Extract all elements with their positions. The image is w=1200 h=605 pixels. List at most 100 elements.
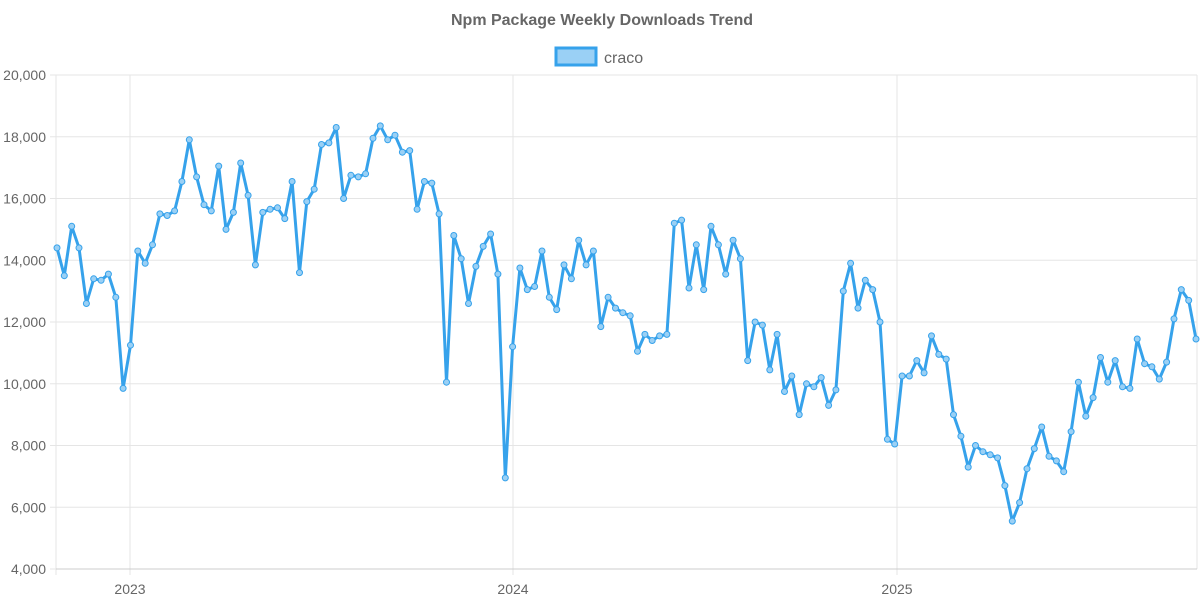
- data-point[interactable]: [766, 366, 774, 374]
- data-point[interactable]: [60, 272, 68, 280]
- data-point[interactable]: [75, 244, 83, 252]
- data-point[interactable]: [619, 309, 627, 317]
- data-point[interactable]: [678, 216, 686, 224]
- data-point[interactable]: [1104, 378, 1112, 386]
- data-point[interactable]: [487, 230, 495, 238]
- data-point[interactable]: [810, 383, 818, 391]
- data-point[interactable]: [531, 283, 539, 290]
- data-point[interactable]: [575, 236, 583, 244]
- data-point[interactable]: [957, 432, 965, 440]
- data-point[interactable]: [634, 347, 641, 355]
- data-point[interactable]: [163, 212, 171, 219]
- data-point[interactable]: [347, 171, 355, 179]
- data-point[interactable]: [545, 293, 553, 301]
- data-point[interactable]: [964, 463, 972, 471]
- data-point[interactable]: [244, 191, 252, 199]
- data-point[interactable]: [1163, 358, 1171, 366]
- data-point[interactable]: [1111, 357, 1119, 365]
- data-point[interactable]: [597, 323, 605, 331]
- data-point[interactable]: [354, 173, 362, 181]
- data-point[interactable]: [861, 276, 869, 284]
- data-point[interactable]: [296, 269, 303, 277]
- data-point[interactable]: [641, 330, 649, 338]
- data-point[interactable]: [318, 141, 325, 148]
- data-point[interactable]: [288, 178, 296, 185]
- data-point[interactable]: [185, 136, 193, 144]
- data-point[interactable]: [310, 185, 318, 193]
- data-point[interactable]: [523, 286, 531, 294]
- data-point[interactable]: [457, 255, 465, 263]
- data-point[interactable]: [1060, 468, 1068, 476]
- data-point[interactable]: [450, 232, 458, 239]
- data-point[interactable]: [362, 170, 370, 178]
- data-point[interactable]: [149, 241, 156, 249]
- data-point[interactable]: [193, 173, 201, 181]
- legend[interactable]: craco: [554, 46, 643, 67]
- data-point[interactable]: [1045, 452, 1053, 460]
- data-point[interactable]: [472, 262, 480, 270]
- data-point[interactable]: [979, 448, 987, 456]
- data-point[interactable]: [817, 374, 825, 382]
- data-point[interactable]: [1074, 378, 1082, 386]
- data-point[interactable]: [1133, 335, 1141, 343]
- data-point[interactable]: [589, 247, 597, 255]
- data-point[interactable]: [509, 343, 517, 351]
- data-point[interactable]: [950, 411, 957, 419]
- data-point[interactable]: [538, 247, 546, 255]
- data-point[interactable]: [736, 255, 744, 263]
- data-point[interactable]: [876, 318, 884, 326]
- data-point[interactable]: [266, 205, 274, 213]
- data-point[interactable]: [1141, 360, 1149, 368]
- data-point[interactable]: [1185, 296, 1193, 304]
- data-point[interactable]: [685, 284, 693, 292]
- data-point[interactable]: [119, 384, 127, 392]
- data-point[interactable]: [369, 134, 377, 142]
- data-point[interactable]: [1097, 354, 1104, 361]
- data-point[interactable]: [68, 222, 76, 230]
- data-point[interactable]: [847, 259, 855, 267]
- data-point[interactable]: [413, 205, 421, 213]
- data-point[interactable]: [560, 261, 568, 269]
- data-point[interactable]: [178, 178, 186, 185]
- data-point[interactable]: [839, 287, 847, 295]
- data-point[interactable]: [612, 304, 619, 312]
- data-point[interactable]: [553, 306, 561, 314]
- data-point[interactable]: [259, 208, 267, 216]
- data-point[interactable]: [112, 293, 120, 301]
- data-point[interactable]: [803, 380, 810, 388]
- data-point[interactable]: [1177, 286, 1185, 294]
- data-point[interactable]: [714, 241, 722, 249]
- data-point[interactable]: [751, 318, 759, 326]
- data-point[interactable]: [435, 210, 443, 218]
- data-point[interactable]: [1148, 363, 1156, 371]
- data-point[interactable]: [1192, 335, 1200, 343]
- data-point[interactable]: [127, 341, 134, 349]
- data-point[interactable]: [443, 378, 450, 386]
- data-point[interactable]: [420, 178, 428, 185]
- data-point[interactable]: [994, 454, 1002, 462]
- data-point[interactable]: [516, 264, 524, 272]
- data-point[interactable]: [391, 131, 399, 139]
- data-point[interactable]: [479, 242, 487, 250]
- data-point[interactable]: [1126, 384, 1134, 392]
- data-point[interactable]: [53, 244, 61, 252]
- data-point[interactable]: [700, 286, 708, 294]
- data-point[interactable]: [281, 215, 289, 223]
- data-point[interactable]: [626, 312, 634, 320]
- data-point[interactable]: [795, 411, 803, 419]
- data-point[interactable]: [854, 304, 862, 312]
- data-point[interactable]: [274, 204, 281, 212]
- data-point[interactable]: [1052, 457, 1060, 465]
- data-point[interactable]: [1089, 394, 1097, 402]
- data-point[interactable]: [501, 474, 509, 482]
- data-point[interactable]: [82, 300, 90, 307]
- data-point[interactable]: [156, 210, 164, 218]
- data-point[interactable]: [773, 330, 781, 338]
- data-point[interactable]: [942, 355, 950, 363]
- data-point[interactable]: [972, 442, 979, 449]
- data-point[interactable]: [1119, 383, 1126, 391]
- data-point[interactable]: [406, 147, 414, 155]
- data-point[interactable]: [928, 332, 935, 340]
- data-point[interactable]: [935, 350, 943, 358]
- data-point[interactable]: [325, 139, 333, 147]
